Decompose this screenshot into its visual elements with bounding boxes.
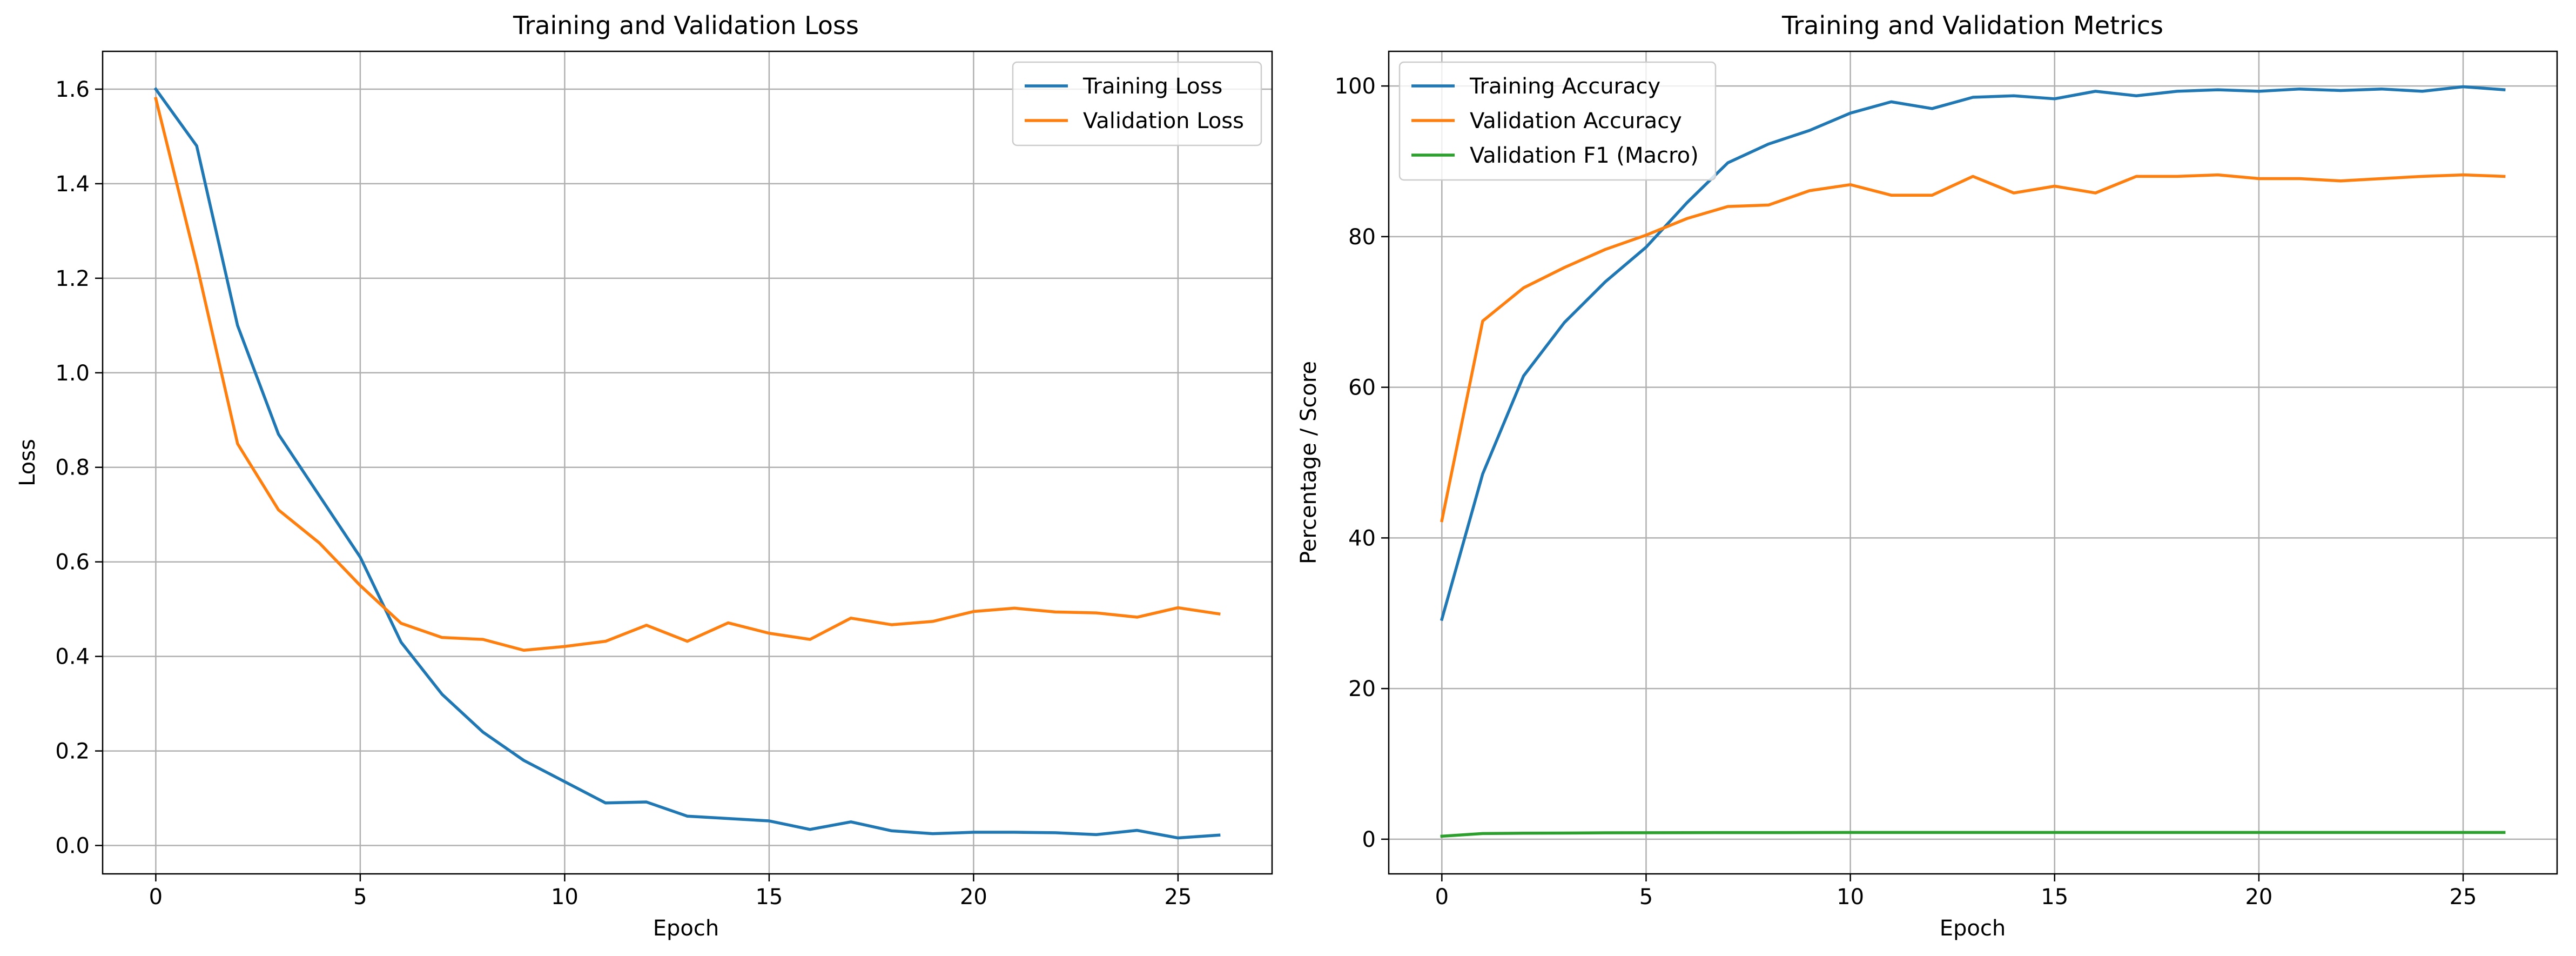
metrics-chart-x-tick-label: 15 — [2041, 885, 2068, 910]
loss-chart-y-tick-label: 0.4 — [55, 645, 90, 670]
metrics-chart-legend-box — [1398, 61, 1717, 181]
loss-chart-y-tick-label: 1.6 — [55, 77, 90, 102]
metrics-chart-legend: Training Accuracy Validation Accuracy Vali… — [1398, 61, 1717, 181]
loss-chart-x-tick-label: 25 — [1164, 885, 1192, 910]
metrics-chart-axes-frame — [1388, 50, 2558, 875]
metrics-chart: Training and Validation Metrics Epoch Pe… — [1296, 11, 2558, 941]
metrics-chart-xlabel: Epoch — [1940, 916, 2006, 941]
metrics-chart-series-line-3 — [1440, 831, 2506, 838]
metrics-chart-series — [1440, 85, 2506, 838]
metrics-chart-series-line-1 — [1440, 85, 2506, 621]
loss-chart-y-tick-label: 1.4 — [55, 172, 90, 197]
loss-chart-legend-label-2: Validation Loss — [1083, 109, 1244, 133]
metrics-chart-x-tick-label: 10 — [1837, 885, 1864, 910]
loss-chart-series-line-2 — [154, 97, 1221, 652]
metrics-chart-y-ticks: 0 20 40 60 80 100 — [1335, 74, 1389, 852]
metrics-chart-legend-label-2: Validation Accuracy — [1470, 109, 1682, 133]
metrics-chart-title: Training and Validation Metrics — [1781, 11, 2163, 40]
metrics-chart-x-tick-label: 25 — [2450, 885, 2477, 910]
loss-chart-y-tick-label: 0.0 — [55, 834, 90, 859]
loss-chart-ylabel: Loss — [15, 439, 40, 486]
loss-chart-y-ticks: 0.0 0.2 0.4 0.6 0.8 1.0 1.2 1.4 1.6 — [55, 77, 103, 859]
metrics-chart-x-tick-label: 20 — [2245, 885, 2272, 910]
metrics-chart-x-tick-label: 0 — [1435, 885, 1449, 910]
metrics-chart-y-tick-label: 20 — [1348, 677, 1376, 701]
metrics-chart-y-tick-label: 0 — [1362, 827, 1376, 852]
loss-chart-x-tick-label: 0 — [149, 885, 163, 910]
loss-chart-x-tick-label: 20 — [960, 885, 987, 910]
loss-chart-x-tick-label: 15 — [755, 885, 783, 910]
metrics-chart-x-tick-label: 5 — [1639, 885, 1653, 910]
metrics-chart-series-line-2 — [1440, 173, 2506, 523]
metrics-chart-y-tick-label: 100 — [1335, 74, 1376, 99]
loss-chart-series-line-1 — [153, 87, 1221, 840]
loss-chart-series — [153, 87, 1221, 840]
metrics-chart-legend-label-1: Training Accuracy — [1469, 74, 1660, 99]
loss-chart-xlabel: Epoch — [653, 916, 719, 941]
metrics-chart-legend-label-3: Validation F1 (Macro) — [1470, 143, 1699, 168]
loss-chart-x-tick-label: 5 — [353, 885, 367, 910]
metrics-chart-y-tick-label: 40 — [1348, 526, 1376, 551]
loss-chart-x-ticks: 0 5 10 15 20 25 — [149, 874, 1192, 910]
loss-chart-legend-box — [1012, 61, 1262, 146]
loss-chart-y-tick-label: 1.2 — [55, 266, 90, 291]
loss-chart-axes-frame — [102, 50, 1273, 875]
metrics-chart-y-tick-label: 60 — [1348, 376, 1376, 400]
metrics-chart-ylabel: Percentage / Score — [1296, 361, 1321, 564]
loss-chart-y-tick-label: 0.8 — [55, 456, 90, 480]
loss-chart: Training and Validation Loss Epoch Loss … — [15, 11, 1273, 941]
loss-chart-title: Training and Validation Loss — [513, 11, 859, 40]
loss-chart-legend-label-1: Training Loss — [1082, 74, 1222, 99]
loss-chart-y-tick-label: 0.6 — [55, 550, 90, 575]
loss-chart-grid — [103, 51, 1272, 874]
metrics-chart-y-tick-label: 80 — [1348, 225, 1376, 250]
loss-chart-y-tick-label: 1.0 — [55, 361, 90, 386]
loss-chart-x-tick-label: 10 — [551, 885, 579, 910]
metrics-chart-x-ticks: 0 5 10 15 20 25 — [1435, 874, 2477, 910]
loss-chart-y-tick-label: 0.2 — [55, 739, 90, 764]
loss-chart-legend: Training Loss Validation Loss — [1012, 61, 1262, 146]
